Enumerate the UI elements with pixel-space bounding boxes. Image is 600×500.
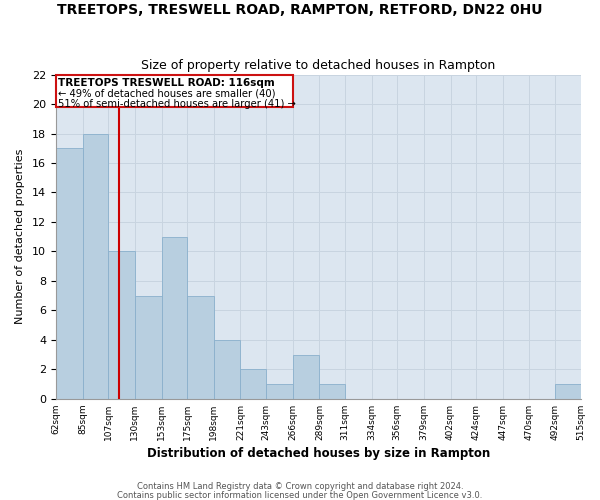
Bar xyxy=(241,370,266,399)
Bar xyxy=(266,384,293,399)
Text: ← 49% of detached houses are smaller (40): ← 49% of detached houses are smaller (40… xyxy=(58,88,276,99)
Text: 51% of semi-detached houses are larger (41) →: 51% of semi-detached houses are larger (… xyxy=(58,99,296,109)
Bar xyxy=(161,236,187,399)
Bar xyxy=(319,384,345,399)
Bar xyxy=(187,296,214,399)
Text: Contains public sector information licensed under the Open Government Licence v3: Contains public sector information licen… xyxy=(118,490,482,500)
Bar xyxy=(135,296,161,399)
Bar xyxy=(56,148,83,399)
Title: Size of property relative to detached houses in Rampton: Size of property relative to detached ho… xyxy=(141,59,496,72)
FancyBboxPatch shape xyxy=(56,74,293,107)
X-axis label: Distribution of detached houses by size in Rampton: Distribution of detached houses by size … xyxy=(146,447,490,460)
Bar xyxy=(83,134,108,399)
Text: TREETOPS, TRESWELL ROAD, RAMPTON, RETFORD, DN22 0HU: TREETOPS, TRESWELL ROAD, RAMPTON, RETFOR… xyxy=(57,2,543,16)
Text: Contains HM Land Registry data © Crown copyright and database right 2024.: Contains HM Land Registry data © Crown c… xyxy=(137,482,463,491)
Y-axis label: Number of detached properties: Number of detached properties xyxy=(15,149,25,324)
Bar xyxy=(214,340,241,399)
Text: TREETOPS TRESWELL ROAD: 116sqm: TREETOPS TRESWELL ROAD: 116sqm xyxy=(58,78,275,88)
Bar xyxy=(555,384,581,399)
Bar xyxy=(293,354,319,399)
Bar xyxy=(108,252,135,399)
